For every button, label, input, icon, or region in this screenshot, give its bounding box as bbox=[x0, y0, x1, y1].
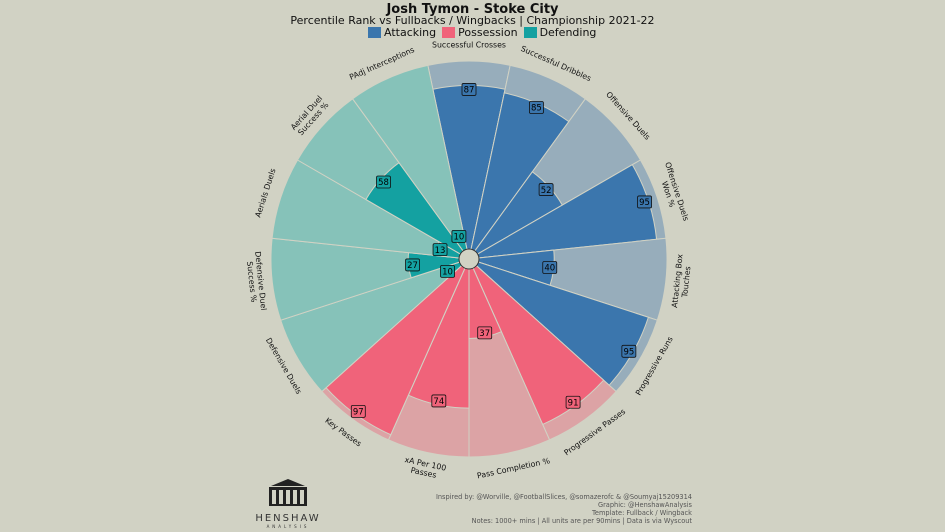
value-box-aerial-duel-success bbox=[376, 175, 391, 189]
value-label-padj-interceptions: 10 bbox=[453, 233, 464, 243]
bg-wedge-padj-interceptions bbox=[351, 64, 470, 260]
value-label-aerial-duel-success: 58 bbox=[378, 178, 389, 188]
credit-template: Template: Fullback / Wingback bbox=[591, 509, 692, 517]
category-label-aerials-duels: Aerials Duels bbox=[253, 167, 277, 218]
legend-label-possession: Possession bbox=[458, 26, 518, 39]
category-label-line-aerials-duels: Aerials Duels bbox=[253, 167, 277, 218]
category-label-defensive-duel-success: Defensive DuelSuccess % bbox=[244, 251, 268, 312]
value-box-xa-per-100-passes bbox=[431, 394, 447, 408]
category-label-line-pass-completion: Pass Completion % bbox=[476, 456, 551, 480]
credit-graphic: Graphic: @HenshawAnalysis bbox=[597, 501, 692, 509]
value-box-defensive-duels bbox=[440, 264, 455, 278]
value-label-successful-dribbles: 85 bbox=[531, 104, 542, 114]
value-label-pass-completion: 37 bbox=[479, 329, 490, 339]
logo-sub: ANALYSIS bbox=[266, 524, 310, 529]
value-label-successful-crosses: 87 bbox=[464, 86, 475, 96]
legend-swatch-possession bbox=[442, 27, 456, 38]
credit-notes: Notes: 1000+ mins | All units are per 90… bbox=[471, 517, 692, 525]
value-label-attacking-box-touches: 40 bbox=[544, 264, 555, 274]
legend: Attacking Possession Defending bbox=[368, 26, 602, 39]
value-box-successful-dribbles bbox=[529, 101, 544, 114]
value-box-offensive-duels-won bbox=[637, 195, 652, 209]
category-label-line-successful-crosses: Successful Crosses bbox=[432, 41, 506, 50]
value-label-defensive-duels: 10 bbox=[442, 268, 453, 278]
legend-item-defending: Defending bbox=[523, 26, 597, 39]
value-box-attacking-box-touches bbox=[542, 261, 558, 274]
value-label-offensive-duels-won: 95 bbox=[639, 198, 650, 208]
value-label-offensive-duels: 52 bbox=[541, 186, 552, 196]
center-circle bbox=[458, 248, 480, 270]
chart-subtitle: Percentile Rank vs Fullbacks / Wingbacks… bbox=[290, 14, 655, 27]
legend-label-attacking: Attacking bbox=[384, 26, 437, 39]
value-box-padj-interceptions bbox=[451, 229, 467, 243]
category-label-attacking-box-touches: Attacking BoxTouches bbox=[670, 253, 694, 309]
value-label-defensive-duel-success: 27 bbox=[407, 261, 418, 271]
credit-inspired: Inspired by: @Worville, @FootballSlices,… bbox=[435, 493, 692, 501]
category-label-pass-completion: Pass Completion % bbox=[476, 456, 551, 480]
legend-item-possession: Possession bbox=[442, 26, 518, 39]
value-box-progressive-runs bbox=[621, 344, 637, 358]
category-label-xa-per-100-passes: xA Per 100Passes bbox=[402, 455, 447, 481]
value-label-progressive-passes: 91 bbox=[568, 398, 579, 408]
value-box-defensive-duel-success bbox=[405, 258, 420, 272]
category-label-line-defensive-duel-success: Success % bbox=[245, 261, 258, 303]
logo-name: HENSHAW bbox=[255, 513, 321, 524]
value-label-xa-per-100-passes: 74 bbox=[433, 397, 444, 407]
legend-label-defending: Defending bbox=[539, 26, 597, 39]
value-box-key-passes bbox=[350, 404, 366, 418]
value-box-successful-crosses bbox=[461, 83, 477, 96]
henshaw-logo: HENSHAW ANALYSIS bbox=[250, 478, 326, 529]
legend-item-attacking: Attacking bbox=[368, 26, 436, 39]
value-label-aerials-duels: 13 bbox=[435, 246, 446, 256]
piano-logo-icon bbox=[269, 479, 307, 506]
value-box-offensive-duels bbox=[538, 183, 554, 196]
value-label-progressive-runs: 95 bbox=[623, 348, 634, 358]
value-box-pass-completion bbox=[477, 326, 493, 340]
category-label-successful-crosses: Successful Crosses bbox=[432, 41, 506, 50]
value-box-aerials-duels bbox=[432, 243, 448, 256]
chart-title: Josh Tymon - Stoke City bbox=[386, 2, 559, 17]
legend-swatch-attacking bbox=[368, 27, 381, 38]
credits: Inspired by: @Worville, @FootballSlices,… bbox=[436, 493, 692, 525]
value-box-progressive-passes bbox=[565, 395, 581, 409]
legend-swatch-defending bbox=[523, 27, 537, 38]
value-label-key-passes: 97 bbox=[353, 408, 364, 418]
category-label-line-attacking-box-touches: Touches bbox=[680, 266, 692, 299]
